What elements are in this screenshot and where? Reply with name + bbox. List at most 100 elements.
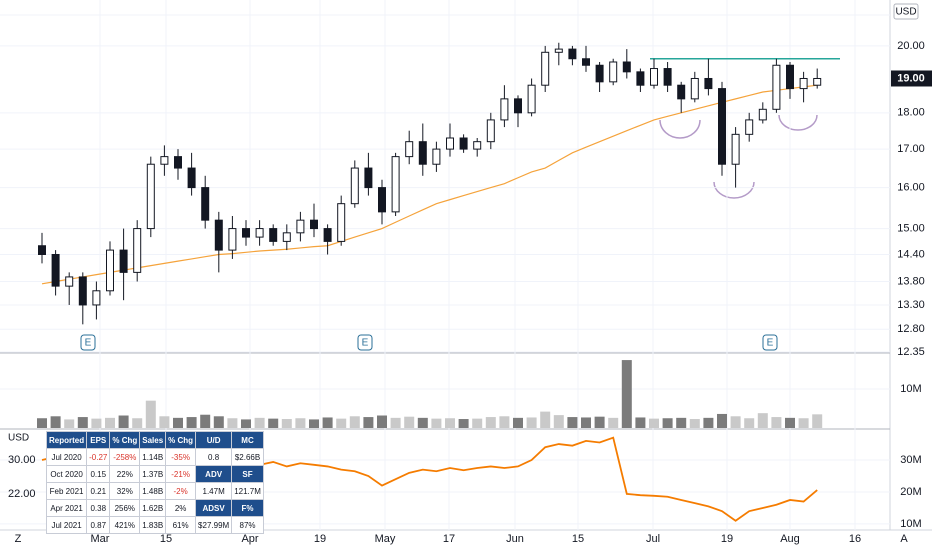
cup-annotation — [713, 181, 755, 199]
table-cell: 61% — [165, 516, 197, 534]
volume-bar — [594, 416, 605, 428]
volume-bar — [485, 417, 496, 428]
volume-bar — [118, 415, 129, 428]
table-cell: 1.83B — [139, 516, 167, 534]
candle-body — [242, 228, 250, 238]
candle-body — [500, 98, 509, 121]
table-header-cell: ADV — [195, 465, 233, 483]
volume-bar — [540, 411, 551, 428]
volume-bar — [771, 417, 782, 428]
time-label: 17 — [443, 533, 455, 545]
volume-bar — [200, 414, 211, 428]
table-cell: Apr 2021 — [45, 499, 88, 517]
candle-body — [486, 119, 495, 143]
volume-bar — [499, 416, 510, 428]
candle-body — [282, 232, 291, 242]
candle-body — [405, 141, 414, 158]
time-label: 16 — [849, 533, 861, 545]
candle-body — [609, 61, 618, 83]
candle-body — [418, 141, 427, 165]
volume-bar — [77, 417, 88, 428]
volume-bar — [526, 417, 537, 428]
candle-body — [582, 58, 590, 66]
volume-bar — [567, 417, 578, 428]
candle-body — [772, 64, 781, 110]
left-tick-label: 30.00 — [8, 454, 36, 466]
last-price-tag — [891, 70, 932, 87]
volume-bar — [295, 418, 306, 428]
currency-label: USD — [895, 7, 916, 18]
last-price-label: 19.00 — [897, 72, 925, 84]
time-label: 19 — [314, 533, 326, 545]
earnings-marker-label: E — [767, 338, 774, 349]
candle-body — [119, 249, 128, 273]
volume-bar — [105, 417, 115, 428]
volume-bar — [227, 418, 238, 428]
cup-annotation — [659, 119, 701, 139]
table-row: Feb 2021 0.21 32% 1.48B -2% 1.47M 121.7M — [45, 482, 264, 500]
volume-bar — [785, 417, 795, 428]
candle-body — [595, 64, 604, 83]
price-tick-label: 13.30 — [897, 299, 925, 311]
candle-body — [214, 219, 223, 251]
candle-body — [228, 228, 237, 251]
table-row: Apr 2021 0.38 256% 1.62B 2% ADSV F% — [45, 499, 264, 517]
volume-bar — [50, 416, 61, 428]
volume-bar — [798, 418, 809, 428]
table-cell: $2.66B — [231, 448, 264, 466]
volume-bar — [213, 416, 224, 428]
candle-body — [459, 137, 468, 150]
table-cell: 0.38 — [86, 499, 111, 517]
earnings-marker — [80, 334, 96, 351]
time-label: 15 — [160, 533, 172, 545]
candle-body — [92, 290, 101, 306]
volume-bar — [458, 419, 469, 428]
volume-bar — [635, 417, 646, 428]
earnings-marker-label: E — [85, 338, 92, 349]
table-cell: 2% — [165, 499, 197, 517]
candle-body — [745, 119, 754, 135]
table-row: Jul 2021 0.87 421% 1.83B 61% $27.99M 87% — [45, 516, 264, 534]
volume-bar — [37, 418, 47, 428]
table-cell: -0.27 — [86, 448, 111, 466]
volume-bar — [241, 419, 251, 428]
table-cell: 1.62B — [139, 499, 167, 517]
volume-bar — [322, 417, 333, 428]
candle-body — [446, 137, 454, 150]
earnings-marker — [357, 334, 373, 351]
volume-bar — [649, 418, 659, 428]
volume-bar — [336, 418, 347, 428]
candle-body — [51, 253, 60, 287]
volume-bar — [662, 418, 673, 428]
volume-bar — [281, 419, 292, 428]
volume-bar — [445, 418, 455, 428]
time-label: Jul — [646, 533, 660, 545]
table-cell: Jul 2020 — [45, 448, 88, 466]
candle-body — [432, 148, 441, 165]
candle-body — [541, 51, 550, 86]
table-cell: 32% — [109, 482, 141, 500]
volume-bar — [159, 416, 170, 428]
candle-body — [106, 249, 114, 292]
left-axis-unit: USD — [8, 433, 29, 444]
candle-body — [133, 228, 142, 273]
candle-body — [160, 156, 169, 165]
table-header-cell: % Chg — [165, 431, 197, 449]
table-cell: -35% — [165, 448, 197, 466]
time-label: A — [900, 533, 908, 545]
earnings-marker-label: E — [362, 338, 369, 349]
indicator-tick-label: 20M — [900, 486, 921, 498]
time-label: Z — [15, 533, 22, 545]
candle-body — [350, 167, 359, 205]
time-label: Aug — [780, 533, 800, 545]
volume-bar — [812, 414, 823, 428]
table-cell: 0.87 — [86, 516, 111, 534]
volume-bar — [186, 417, 197, 428]
candle-body — [704, 77, 713, 90]
table-cell: 0.15 — [86, 465, 111, 483]
time-label: Mar — [91, 533, 110, 545]
volume-bar — [254, 417, 265, 428]
volume-bar — [417, 417, 428, 428]
price-tick-label: 17.00 — [897, 143, 925, 155]
